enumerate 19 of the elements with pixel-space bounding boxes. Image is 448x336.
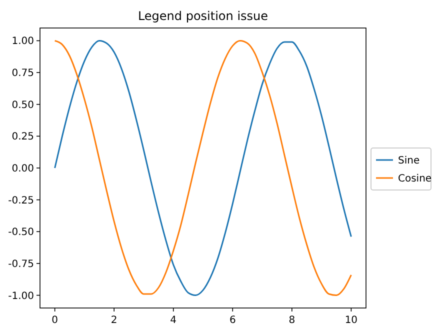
- x-tick-label: 2: [110, 315, 118, 326]
- y-tick-label: 0.25: [12, 132, 34, 143]
- legend-label: Sine: [398, 156, 420, 166]
- y-tick-label: -0.75: [8, 258, 34, 270]
- y-tick-label: 0.00: [12, 164, 34, 174]
- x-tick-label: 4: [170, 315, 177, 326]
- y-tick-label: -0.50: [8, 227, 34, 238]
- line-series: [54, 40, 352, 296]
- y-tick-label: -0.25: [8, 195, 34, 206]
- legend-label: Cosine: [398, 174, 432, 184]
- y-tick-label: 1.00: [12, 36, 34, 48]
- x-tick-label: 8: [288, 315, 296, 326]
- chart-title: Legend position issue: [138, 9, 268, 23]
- x-tick-label: 10: [344, 315, 358, 326]
- y-tick-label: 0.75: [12, 68, 34, 80]
- y-tick-label: -1.00: [8, 290, 34, 302]
- y-tick-label: 0.50: [12, 100, 34, 111]
- x-tick-label: 0: [52, 315, 58, 326]
- x-tick-label: 6: [229, 315, 236, 326]
